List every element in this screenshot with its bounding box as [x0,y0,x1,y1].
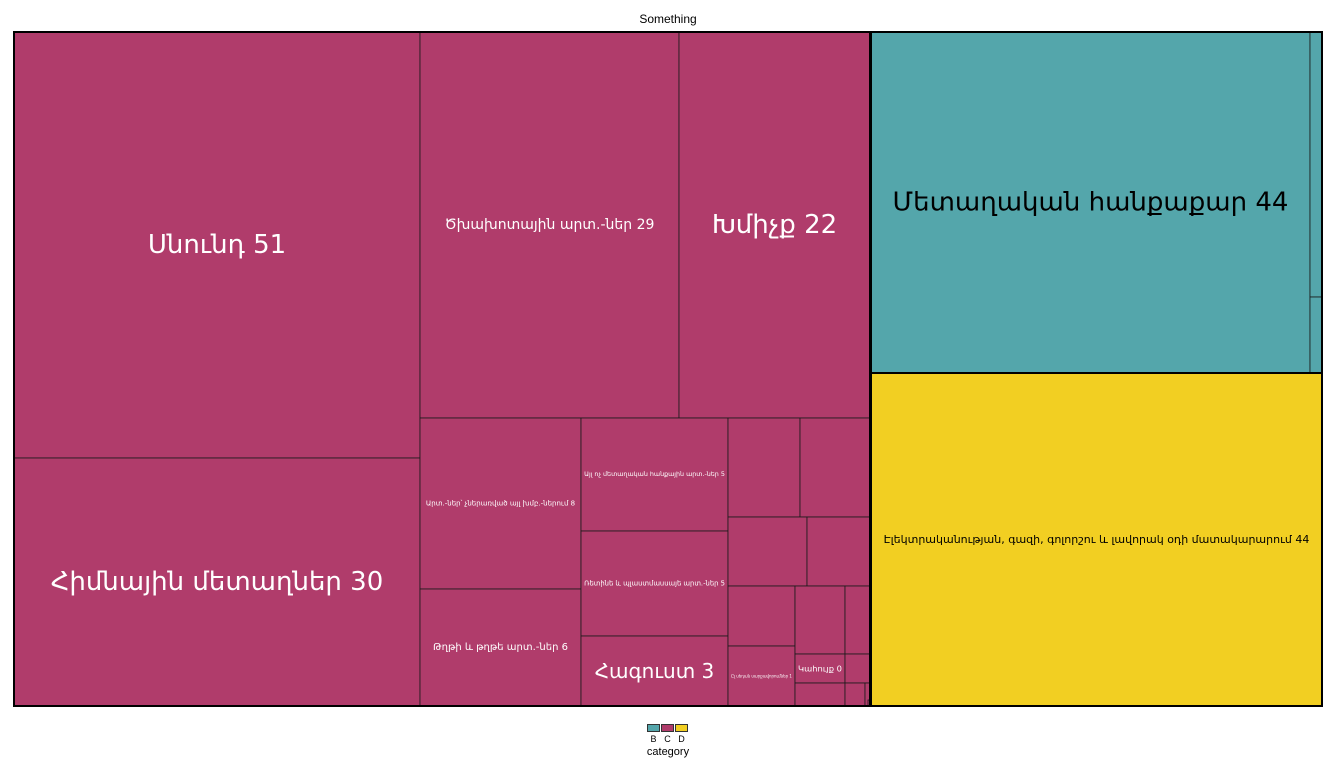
treemap-tile-rect [1309,296,1323,374]
treemap-tile-rect [806,516,871,587]
treemap-tile-rect [870,31,1311,374]
treemap-tile-label: Սնունդ 51 [148,230,286,260]
treemap-tile-c-4: Արտ.-ներ՝ չներառված այլ խմբ.-ներում 8 [419,417,582,590]
treemap-tile-label: Հիմնային մետաղներ 30 [51,567,384,597]
legend-title: category [646,746,690,758]
treemap-tile-rect [678,31,871,419]
legend-swatch-c [661,724,674,732]
treemap-tile-label: Արտ.-ներ՝ չներառված այլ խմբ.-ներում 8 [426,500,575,508]
treemap-tile-c-12 [806,516,871,587]
legend-label-d: D [678,734,685,744]
treemap-tile-c-5: Թղթի և թղթե արտ.-ներ 6 [419,588,582,707]
treemap-tile-c-6: Այլ ոչ մետաղական հանքային արտ.-ներ 5 [580,417,729,532]
treemap-tile-rect [13,457,421,707]
treemap-tile-d-0: Էլեկտրականության, գազի, գոլորշու և լավոր… [870,372,1323,707]
legend-swatch-b [647,724,660,732]
treemap-tile-c-7: Ռետինե և պլաստմասսայե արտ.-ներ 5 [580,530,729,637]
treemap-tile-c-2: Ծխախոտային արտ.-ներ 29 [419,31,680,419]
treemap-tile-rect [580,530,729,637]
treemap-tile-c-18 [844,653,871,684]
treemap-tile-label: Կահույք 0 [798,664,842,674]
treemap-tile-c-9 [727,417,801,518]
treemap-tile-rect [799,417,871,518]
treemap-tile-c-16 [844,585,871,655]
treemap-tile-c-17: Կահույք 0 [794,653,846,684]
treemap-tile-label: Այլ ոչ մետաղական հանքային արտ.-ներ 5 [584,471,725,478]
treemap-tile-rect [844,585,871,655]
treemap-tile-c-14: Ըլ սեդան սարքավորումներ 1 [727,645,796,707]
treemap-tile-rect [580,417,729,532]
treemap-tile-b-0: Մետաղական հանքաքար 44 [870,31,1311,374]
treemap-tile-label: Ըլ սեդան սարքավորումներ 1 [731,674,792,679]
treemap-tile-b-2 [1309,296,1323,374]
treemap-tile-c-11 [727,516,808,587]
treemap-group-border-d [870,372,1323,707]
legend: B C D [647,724,689,764]
treemap-tile-c-10 [799,417,871,518]
treemap-tile-label: Ռետինե և պլաստմասսայե արտ.-ներ 5 [584,580,725,588]
treemap-tile-rect [794,653,846,684]
chart-title: Something [639,12,697,26]
legend-label-c: C [664,734,671,744]
treemap-tile-label: Խմիչք 22 [712,210,837,240]
treemap-tile-c-13 [727,585,796,647]
treemap-tile-c-19 [794,682,846,707]
legend-swatch-d [675,724,688,732]
treemap-tile-rect [727,417,801,518]
treemap-tile-label: Մետաղական հանքաքար 44 [893,188,1289,218]
treemap-tile-label: Հագուստ 3 [595,659,715,683]
treemap-tile-c-20 [844,682,866,707]
treemap-tile-rect [870,372,1323,707]
treemap-tile-c-15 [794,585,846,655]
treemap-tile-c-3: Խմիչք 22 [678,31,871,419]
treemap-tile-c-0: Սնունդ 51 [13,31,421,459]
treemap-tile-rect [580,635,729,707]
treemap-tile-c-1: Հիմնային մետաղներ 30 [13,457,421,707]
treemap-tile-label: Ծխախոտային արտ.-ներ 29 [445,217,655,233]
treemap-tile-rect [844,653,871,684]
treemap-tile-rect [419,31,680,419]
treemap-tile-c-8: Հագուստ 3 [580,635,729,707]
treemap-tile-b-1 [1309,31,1323,298]
treemap-tile-rect [419,588,582,707]
legend-label-b: B [650,734,657,744]
treemap-tile-rect [727,516,808,587]
treemap-tile-rect [794,682,846,707]
treemap-tile-label: Էլեկտրականության, գազի, գոլորշու և լավոր… [884,533,1310,546]
treemap-tile-rect [727,585,796,647]
treemap-tile-rect [419,417,582,590]
treemap-tile-rect [794,585,846,655]
treemap-tile-rect [1309,31,1323,298]
treemap-tile-rect [844,682,866,707]
treemap-tile-label: Թղթի և թղթե արտ.-ներ 6 [433,642,568,653]
